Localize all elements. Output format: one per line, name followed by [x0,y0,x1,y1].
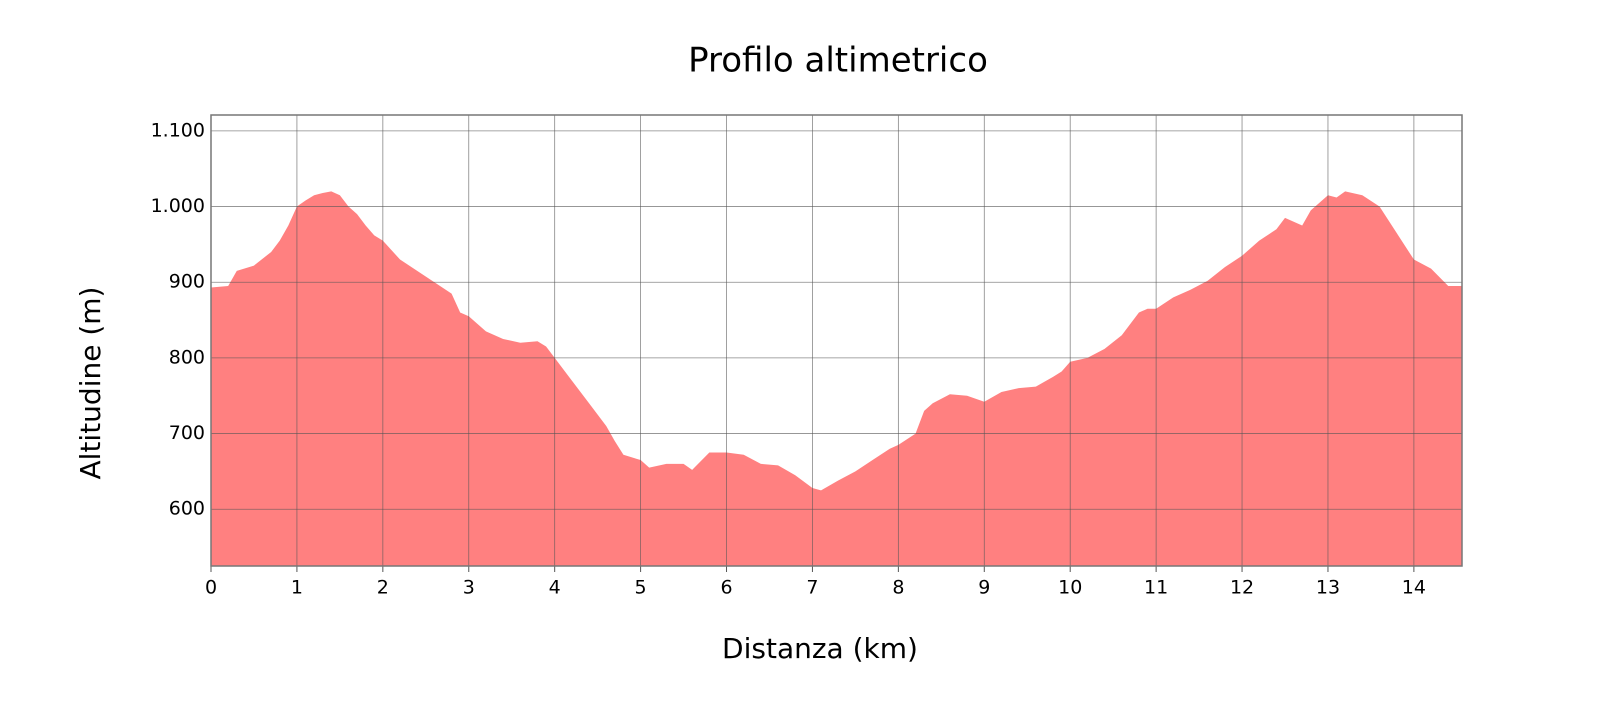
y-tick-label: 600 [169,498,205,520]
x-tick-label: 3 [463,577,475,599]
x-tick-label: 0 [205,577,217,599]
x-tick-label: 5 [635,577,647,599]
x-tick-label: 1 [291,577,303,599]
x-tick-label: 11 [1144,577,1168,599]
x-tick-label: 7 [806,577,818,599]
y-axis-label: Altitudine (m) [74,287,107,480]
y-tick-label: 700 [169,422,205,444]
chart-title: Profilo altimetrico [688,41,988,81]
x-tick-label: 12 [1230,577,1254,599]
x-tick-label: 6 [720,577,732,599]
x-tick-label: 8 [892,577,904,599]
x-axis-label: Distanza (km) [722,632,918,665]
x-tick-label: 13 [1316,577,1340,599]
x-tick-label: 14 [1402,577,1426,599]
elevation-area [211,191,1462,566]
x-tick-label: 10 [1058,577,1082,599]
y-tick-label: 900 [169,271,205,293]
y-tick-label: 1.000 [151,195,205,217]
x-tick-label: 9 [978,577,990,599]
x-tick-label: 2 [377,577,389,599]
plot-frame [210,114,1463,567]
y-tick-label: 800 [169,346,205,368]
x-tick-label: 4 [549,577,561,599]
y-tick-label: 1.100 [151,119,205,141]
